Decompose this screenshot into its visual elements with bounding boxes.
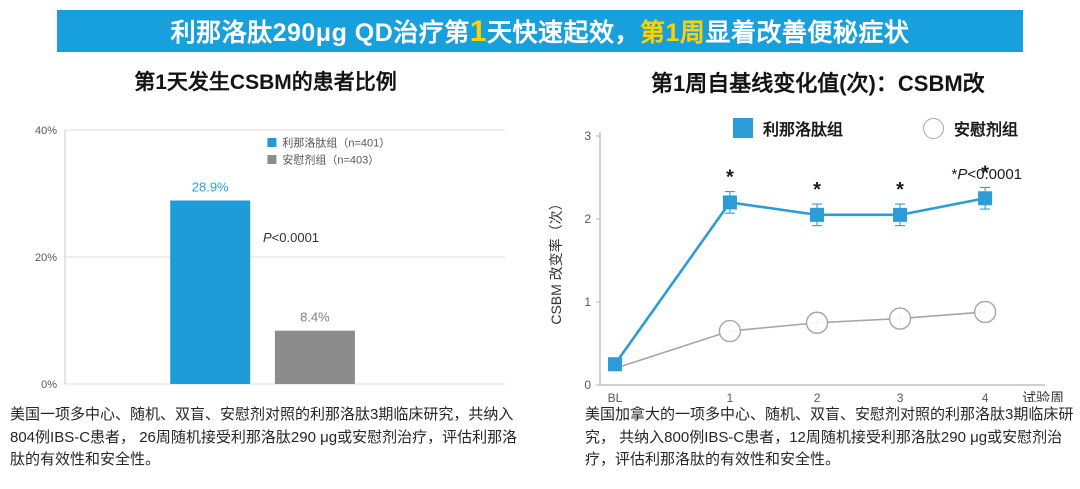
svg-text:3: 3 (897, 391, 904, 402)
left-study-footnote: 美国一项多中心、随机、双盲、安慰剂对照的利那洛肽3期临床研究，共纳入804例IB… (10, 406, 518, 468)
right-chart-title: 第1周自基线变化值(次)：CSBM改 (651, 71, 985, 96)
svg-text:1: 1 (584, 295, 591, 309)
svg-text:8.4%: 8.4% (300, 310, 330, 325)
svg-text:安慰剂组（n=403）: 安慰剂组（n=403） (282, 153, 379, 167)
line-chart-legend: 利那洛肽组 安慰剂组 (733, 116, 1018, 140)
svg-text:1: 1 (727, 391, 734, 402)
legend-label-placebo: 安慰剂组 (954, 122, 1019, 139)
svg-text:P<0.0001: P<0.0001 (263, 230, 319, 245)
svg-text:4: 4 (982, 391, 989, 402)
svg-text:*: * (896, 179, 904, 201)
svg-text:试验周: 试验周 (1022, 390, 1064, 402)
left-chart-panel: 第1天发生CSBM的患者比例 0% 20% 40% 28.9% 8.4% 利那洛肽组（n=… (8, 66, 523, 399)
bar-chart: 0% 20% 40% 28.9% 8.4% 利那洛肽组（n=401） 安慰剂组（n=403）… (35, 125, 505, 391)
significance-annotation: *P<0.0001 (951, 166, 1023, 183)
banner-text: 利那洛肽290μg QD治疗第1天快速起效，第1周显着改善便秘症状 (170, 15, 910, 48)
legend-swatch-placebo-icon (923, 117, 945, 139)
right-chart-panel: 第1周自基线变化值(次)：CSBM改 利那洛肽组 安慰剂组 *P<0.0001 … (545, 66, 1080, 402)
svg-text:28.9%: 28.9% (192, 179, 229, 194)
svg-text:3: 3 (584, 130, 591, 143)
right-study-footnote: 美国加拿大的一项多中心、随机、双盲、安慰剂对照的利那洛肽3期临床研究， 共纳入8… (585, 406, 1074, 468)
svg-text:0: 0 (584, 378, 591, 392)
svg-text:CSBM 改变率（次）: CSBM 改变率（次） (548, 196, 564, 324)
svg-text:2: 2 (584, 212, 591, 226)
svg-text:2: 2 (814, 391, 821, 402)
svg-text:20%: 20% (35, 252, 57, 264)
svg-text:BL: BL (608, 391, 623, 402)
svg-text:*: * (813, 179, 821, 201)
svg-text:40%: 40% (35, 125, 57, 137)
legend-label-linaclotide: 利那洛肽组 (763, 122, 844, 139)
left-chart-title: 第1天发生CSBM的患者比例 (134, 71, 397, 94)
svg-text:*: * (726, 167, 734, 189)
line-chart: 0 1 2 3 BL 1 2 3 4 试验周 CSBM 改变率（次） * * * * (548, 130, 1064, 402)
svg-text:0%: 0% (41, 379, 57, 391)
title-banner: 利那洛肽290μg QD治疗第1天快速起效，第1周显着改善便秘症状 (57, 10, 1023, 52)
legend-item-placebo: 安慰剂组 (923, 116, 1018, 140)
legend-item-linaclotide: 利那洛肽组 (733, 116, 843, 140)
legend-swatch-linaclotide-icon (733, 118, 753, 138)
svg-text:利那洛肽组（n=401）: 利那洛肽组（n=401） (282, 136, 390, 150)
svg-text:*: * (981, 162, 989, 184)
